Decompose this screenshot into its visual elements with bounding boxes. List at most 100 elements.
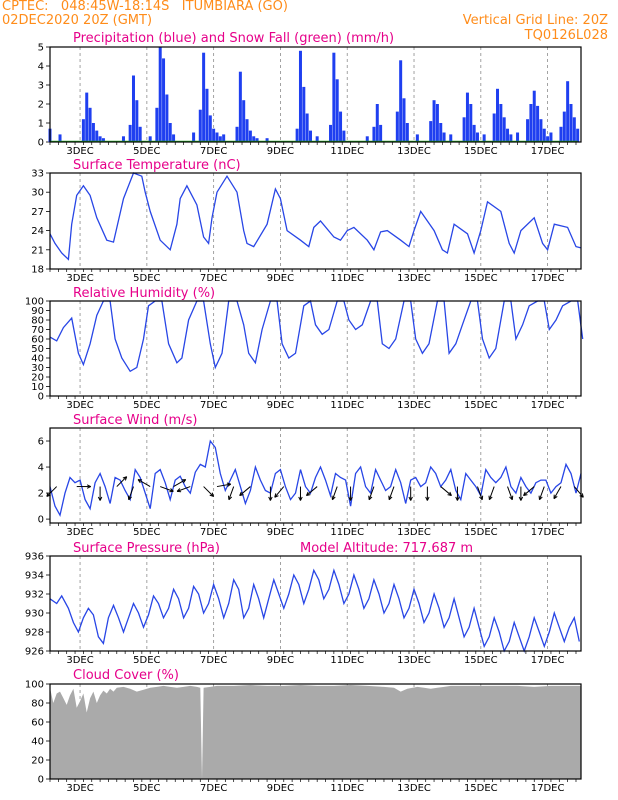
precip-bar [128,124,132,142]
precip-bar [192,132,196,142]
x-tick-label: 13DEC [397,273,431,284]
precip-bar [215,132,219,142]
x-tick-label: 5DEC [133,400,160,411]
x-tick-label: 17DEC [531,400,565,411]
wind-arrow-head [305,491,309,496]
chart-panel-precip: Precipitation (blue) and Snow Fall (gree… [38,31,582,157]
wind-arrow [97,486,103,501]
precip-bar [462,117,466,142]
y-tick-label: 50 [31,344,44,355]
wind-arrow-head [523,494,528,497]
precip-bar [88,107,92,142]
wind-arrow-shaft [440,486,452,496]
precip-bar [172,134,176,142]
wind-arrow-head [410,496,413,501]
y-tick-label: 60 [31,718,44,729]
panel-title: Cloud Cover (%) [73,668,179,683]
wind-arrow-shaft [477,486,483,500]
wind-arrow [176,486,191,493]
wind-arrow-head [274,493,277,498]
x-tick-label: 15DEC [464,400,498,411]
wind-series-line [49,439,582,518]
precip-bar [379,124,383,142]
precip-bar [298,50,302,142]
wind-arrow-head [368,496,373,501]
precip-bar [549,132,553,142]
x-tick-label: 9DEC [267,783,294,794]
precip-bar [442,132,446,142]
y-tick-label: 934 [25,571,44,582]
precip-bar [365,136,369,142]
wind-arrow-head [239,491,242,496]
x-tick-label: 5DEC [133,783,160,794]
precip-bar [335,79,339,142]
y-tick-label: 926 [25,647,44,658]
wind-arrow [305,486,318,497]
panel-frame [49,683,582,780]
precip-bar [58,134,62,142]
precip-bar [91,123,95,142]
wind-arrow-head [426,496,430,501]
x-tick-label: 11DEC [330,146,364,157]
y-tick-label: 930 [25,609,44,620]
precip-bar [202,52,206,143]
wind-arrow-head [553,496,558,500]
precip-bar [121,136,125,142]
x-tick-label: 9DEC [267,527,294,538]
wind-arrow-shaft [116,476,128,487]
y-tick-label: 80 [31,699,44,710]
precip-bar [546,136,550,142]
x-tick-label: 11DEC [330,273,364,284]
x-tick-label: 13DEC [397,527,431,538]
x-tick-label: 3DEC [66,527,93,538]
y-tick-label: 27 [31,207,44,218]
wind-arrow [203,486,214,497]
header-line2-left: 02DEC2020 20Z (GMT) [2,13,153,28]
precip-bar [235,126,239,142]
wind-arrow-head [269,496,273,501]
x-tick-label: 3DEC [66,273,93,284]
y-tick-label: 4 [38,463,44,474]
x-tick-label: 7DEC [200,146,227,157]
x-tick-label: 17DEC [531,655,565,666]
y-tick-label: 6 [38,437,44,448]
precip-bar [198,109,202,142]
wind-arrow-shaft [523,486,535,496]
precip-bar [472,124,476,142]
x-tick-label: 17DEC [531,527,565,538]
panel-title: Surface Wind (m/s) [73,413,197,428]
wind-arrow-head [137,479,141,484]
header-line2-right: TQ0126L028 [524,28,608,43]
wind-arrow-head [176,488,181,492]
wind-arrow [227,486,235,501]
precip-bar [516,132,520,142]
precip-bar [212,128,216,142]
wind-arrow-head [298,496,301,501]
x-tick-label: 13DEC [397,146,431,157]
wind-arrow-shaft [160,486,174,492]
y-tick-label: 40 [31,737,44,748]
panel-title: Surface Temperature (nC) [73,158,241,173]
wind-arrow-shaft [488,486,495,500]
precip-bar [245,119,249,142]
x-tick-label: 7DEC [200,400,227,411]
x-tick-label: 5DEC [133,527,160,538]
wind-arrow [368,486,375,501]
wind-arrow [274,486,285,498]
wind-arrow-head [211,492,214,497]
wind-arrow [173,479,187,487]
precip-bar [429,121,433,142]
precip-bar [375,104,379,142]
x-tick-label: 3DEC [66,783,93,794]
cloud-cover-area [50,685,581,779]
header-line1-right: Vertical Grid Line: 20Z [462,13,608,28]
y-tick-label: 90 [31,306,44,317]
wind-arrow [440,486,452,497]
y-tick-label: 932 [25,590,44,601]
precip-bar [305,113,309,142]
y-tick-label: 20 [31,373,44,384]
precip-bar [238,71,242,142]
wind-arrow-shaft [274,486,285,498]
y-tick-label: 24 [31,226,44,237]
